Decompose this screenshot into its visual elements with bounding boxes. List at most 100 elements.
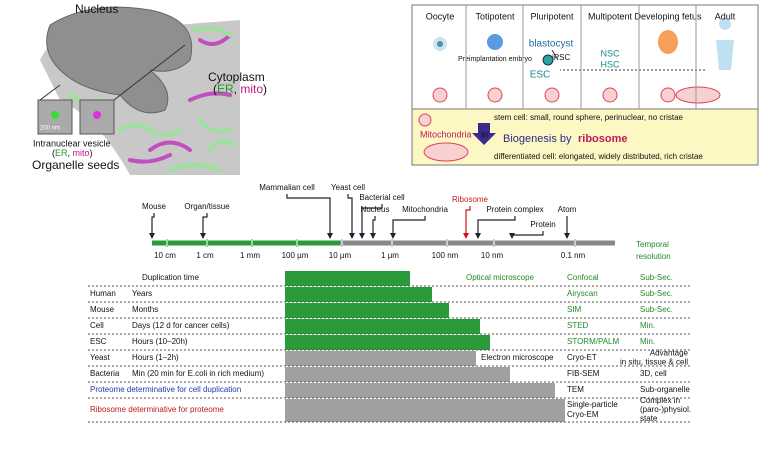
object-arrow bbox=[392, 216, 426, 238]
stage-note: ESC bbox=[530, 70, 551, 81]
cell-icon bbox=[487, 34, 503, 50]
panel-frame bbox=[411, 108, 759, 166]
row-resolution: Min. bbox=[640, 337, 655, 346]
scale-tick-label: 1 cm bbox=[196, 251, 214, 260]
row-technique: Cryo-EM bbox=[567, 410, 599, 419]
stage-label: Adult bbox=[715, 11, 736, 21]
scale-bar: 10 cm 1 cm 1 mm 100 µm 10 µm 1 µm 100 nm 10 nm 0… bbox=[142, 183, 671, 261]
row-resolution: Min. bbox=[640, 321, 655, 330]
row-resolution: Sub-organelle bbox=[640, 385, 690, 394]
object-label: Ribosome bbox=[452, 195, 489, 204]
row-technique: Cryo-ET bbox=[567, 353, 597, 362]
scale-tick-label: 100 µm bbox=[282, 251, 309, 260]
object-arrow bbox=[151, 213, 155, 238]
object-label: Mouse bbox=[142, 202, 167, 211]
row-resolution: (paro-)physiol. bbox=[640, 405, 691, 414]
arrow-head bbox=[200, 233, 206, 239]
mito-icon bbox=[660, 87, 676, 103]
diff-desc: differentiated cell: elongated, widely d… bbox=[494, 152, 703, 161]
row-duration: Days (12 d for cancer cells) bbox=[132, 321, 230, 330]
stem-desc: stem cell: small, round sphere, perinucl… bbox=[494, 113, 684, 122]
object-label: Protein bbox=[530, 220, 555, 229]
scale-tick-label: 1 mm bbox=[240, 251, 260, 260]
object-label: Protein complex bbox=[486, 205, 543, 214]
arrow-head bbox=[390, 233, 396, 239]
ribosome-word: ribosome bbox=[578, 133, 628, 145]
biogenesis: Biogenesis by bbox=[503, 133, 572, 145]
row-resolution: Complex in bbox=[640, 396, 680, 405]
arrow-head bbox=[509, 233, 515, 239]
table: Duplication time Optical microscope Confoc… bbox=[88, 271, 691, 423]
scale-tick-label: 100 nm bbox=[432, 251, 459, 260]
cell-illustration: Nucleus Cytoplasm (ER, mito) 200 nm Intr… bbox=[32, 2, 267, 175]
fetus-icon bbox=[658, 30, 678, 54]
note-part: ) bbox=[90, 148, 93, 158]
cytoplasm-label: Cytoplasm bbox=[208, 70, 265, 84]
row-bar bbox=[285, 351, 476, 366]
row-duration: Years bbox=[132, 289, 152, 298]
object-arrow bbox=[511, 231, 544, 238]
note-part: mito bbox=[73, 148, 90, 158]
scale-tick-label: 1 µm bbox=[381, 251, 399, 260]
object-label: Atom bbox=[558, 205, 577, 214]
stage-note: Preimplantation embryo bbox=[458, 56, 532, 63]
row-bar bbox=[285, 319, 480, 334]
scale-tick-label: 0.1 nm bbox=[561, 251, 586, 260]
stage-label: Totipotent bbox=[475, 11, 515, 21]
scale-tick-label: 10 µm bbox=[329, 251, 352, 260]
object-label: Yeast cell bbox=[331, 183, 365, 192]
object-arrow bbox=[372, 216, 376, 238]
stage-label: Pluripotent bbox=[530, 11, 574, 21]
mito-in: in bbox=[481, 129, 488, 139]
mito-icon bbox=[675, 86, 721, 104]
row-resolution: Advantage bbox=[650, 349, 689, 358]
row-duration: Hours (1–2h) bbox=[132, 353, 179, 362]
row-technique: SIM bbox=[567, 305, 582, 314]
object-arrow bbox=[361, 204, 383, 238]
arrow bbox=[551, 49, 559, 61]
nucleus-shape bbox=[46, 6, 193, 114]
row-label: Ribosome determinative for proteome bbox=[90, 405, 224, 414]
vesicle-er bbox=[51, 111, 59, 119]
note-part: ( bbox=[213, 82, 217, 96]
cell-icon bbox=[437, 41, 443, 47]
scale-tick-label: 10 cm bbox=[154, 251, 176, 260]
object-label: Nucleus bbox=[361, 205, 390, 214]
note-part: ) bbox=[263, 82, 267, 96]
arrow-head bbox=[463, 233, 469, 239]
row-bar bbox=[285, 303, 449, 318]
stage-note: iPSC bbox=[552, 53, 570, 62]
row-technique: Confocal bbox=[567, 273, 599, 282]
note-part: , bbox=[68, 148, 73, 158]
note-part: ER bbox=[217, 82, 234, 96]
cell-icon bbox=[542, 54, 554, 66]
arrow-head bbox=[564, 233, 570, 239]
row-duration: Hours (10–20h) bbox=[132, 337, 188, 346]
scale-tick-label: 10 nm bbox=[481, 251, 504, 260]
row-technique: TEM bbox=[567, 385, 584, 394]
object-label: Mitochondria bbox=[402, 205, 448, 214]
object-label: Organ/tissue bbox=[184, 202, 230, 211]
row-bar bbox=[285, 287, 432, 302]
row-group: Electron microscope bbox=[481, 353, 554, 362]
stem-panel: iPSC blastocyst ESC NSC HSC Preimplantat… bbox=[411, 4, 759, 166]
row-bar bbox=[285, 367, 510, 382]
row-bar bbox=[285, 399, 565, 422]
row-label: Duplication time bbox=[142, 273, 199, 282]
row-resolution: Sub-Sec. bbox=[640, 289, 673, 298]
object-arrow bbox=[465, 206, 471, 238]
stage-note: HSC bbox=[600, 59, 620, 69]
object-arrow bbox=[477, 216, 516, 238]
object-arrow bbox=[286, 194, 331, 238]
row-label: ESC bbox=[90, 337, 107, 346]
adult-icon bbox=[716, 18, 734, 70]
note-part: ER bbox=[55, 148, 68, 158]
stage-label: Oocyte bbox=[426, 11, 455, 21]
object-arrow bbox=[347, 194, 353, 238]
nucleus-label: Nucleus bbox=[75, 2, 118, 16]
arrow-head bbox=[149, 233, 155, 239]
vesicle-mito bbox=[93, 111, 101, 119]
temporal-label: Temporal bbox=[636, 240, 669, 249]
arrow-head bbox=[327, 233, 333, 239]
